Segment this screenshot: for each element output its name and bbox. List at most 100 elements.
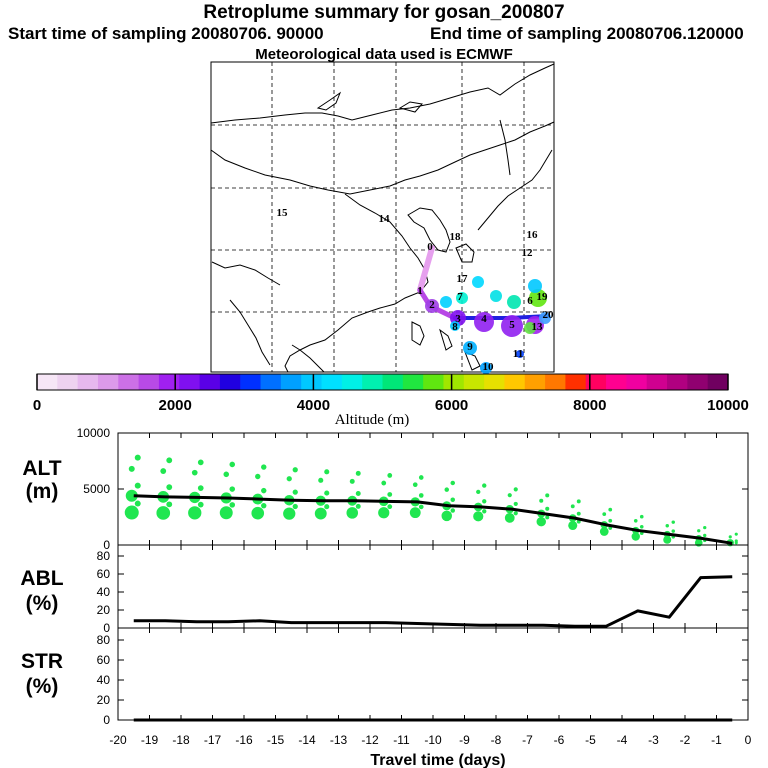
colorbar-swatch — [545, 374, 566, 390]
scatter-point — [504, 512, 515, 523]
day-label: 3 — [455, 313, 461, 325]
x-tick-label: -10 — [424, 733, 442, 747]
scatter-point — [418, 493, 424, 498]
scatter-point — [229, 502, 236, 508]
scatter-point — [355, 503, 361, 509]
colorbar-swatch — [707, 374, 729, 390]
scatter-point — [134, 500, 141, 507]
x-tick-label: -4 — [617, 733, 628, 747]
scatter-point — [166, 501, 173, 508]
scatter-point — [324, 504, 330, 510]
x-tick-label: -5 — [585, 733, 596, 747]
y-tick-label: 20 — [97, 693, 111, 707]
scatter-point — [476, 489, 481, 495]
scatter-point — [387, 504, 393, 510]
day-label: 13 — [532, 321, 544, 333]
y-tick-label: 0 — [103, 538, 110, 552]
panel-label: STR — [21, 650, 63, 673]
panel-label: ALT — [22, 457, 61, 480]
colorbar-swatch — [138, 374, 160, 390]
day-label: 7 — [457, 291, 463, 303]
scatter-point — [513, 511, 518, 516]
colorbar-swatch — [199, 374, 221, 390]
plume-particle — [529, 289, 547, 307]
scatter-point — [536, 516, 546, 527]
scatter-point — [545, 493, 550, 498]
colorbar-swatch — [77, 374, 99, 390]
panel-alt: 0 5000 10000 ALT(m) — [22, 426, 749, 552]
day-label: 15 — [277, 207, 289, 219]
scatter-point — [191, 469, 198, 476]
x-tick-label: -6 — [554, 733, 565, 747]
altitude-colorbar: 0 2000 4000 6000 8000 10000 — [33, 373, 749, 414]
scatter-point — [663, 535, 672, 544]
x-tick-label: -2 — [680, 733, 691, 747]
y-tick-label: 80 — [97, 549, 111, 563]
y-tick-label: 0 — [103, 621, 110, 635]
scatter-point — [355, 491, 361, 496]
scatter-point — [251, 506, 265, 520]
scatter-point — [545, 506, 550, 511]
colorbar-swatch — [362, 374, 383, 390]
colorbar-tick-label: 2000 — [159, 397, 192, 414]
day-label: 19 — [537, 291, 549, 303]
scatter-point — [513, 501, 518, 507]
plume-particle — [440, 296, 452, 308]
scatter-point — [261, 487, 267, 494]
series-line — [133, 494, 733, 545]
colorbar-swatch — [484, 374, 505, 390]
scatter-point — [473, 511, 484, 522]
y-tick-label: 60 — [97, 567, 111, 581]
day-label: 1 — [417, 285, 423, 297]
scatter-point — [156, 506, 171, 520]
x-tick-label: -9 — [459, 733, 470, 747]
colorbar-tick-label: 10000 — [707, 397, 749, 414]
map-gridlines — [211, 62, 554, 372]
panel-abl: 0 20 40 60 80 ABL(%) — [20, 544, 749, 635]
scatter-point — [166, 457, 173, 464]
scatter-point — [734, 539, 738, 543]
y-tick-label: 0 — [103, 713, 110, 727]
x-tick-label: -16 — [235, 733, 253, 747]
colorbar-swatch — [463, 374, 485, 390]
colorbar-swatch — [565, 374, 587, 390]
scatter-point — [507, 493, 512, 498]
scatter-point — [314, 507, 327, 520]
scatter-point — [324, 469, 330, 475]
colorbar-swatch — [504, 374, 526, 390]
plume-particle — [501, 315, 523, 337]
day-label: 5 — [509, 319, 515, 331]
colorbar-swatch — [341, 374, 363, 390]
scatter-point — [734, 532, 738, 536]
colorbar-swatch — [626, 374, 648, 390]
scatter-point — [229, 486, 236, 492]
plume-segment — [417, 245, 435, 293]
scatter-point — [286, 476, 292, 482]
colorbar-swatch — [179, 374, 201, 390]
plume-particle — [456, 292, 468, 304]
scatter-point — [160, 468, 167, 474]
scatter-point — [570, 504, 575, 509]
scatter-point — [599, 527, 609, 536]
scatter-point — [639, 525, 644, 529]
x-tick-label: -11 — [393, 733, 410, 747]
scatter-point — [223, 471, 230, 478]
scatter-point — [387, 492, 393, 497]
colorbar-swatch — [321, 374, 343, 390]
x-tick-label: -14 — [298, 733, 316, 747]
scatter-point — [639, 514, 644, 519]
day-label: 16 — [527, 229, 539, 241]
day-label: 12 — [522, 247, 534, 259]
start-time-label: Start time of sampling 20080706. 90000 — [8, 24, 324, 43]
chart-title: Retroplume summary for gosan_200807 — [203, 2, 565, 23]
scatter-point — [665, 524, 669, 528]
scatter-point — [608, 518, 613, 523]
scatter-point — [324, 490, 330, 496]
plume-particle — [528, 279, 542, 293]
plume-particle — [539, 312, 551, 324]
scatter-point — [450, 508, 455, 513]
scatter-point — [444, 487, 449, 492]
day-label: 9 — [467, 341, 473, 353]
colorbar-swatch — [606, 374, 627, 390]
colorbar-swatch — [667, 374, 688, 390]
